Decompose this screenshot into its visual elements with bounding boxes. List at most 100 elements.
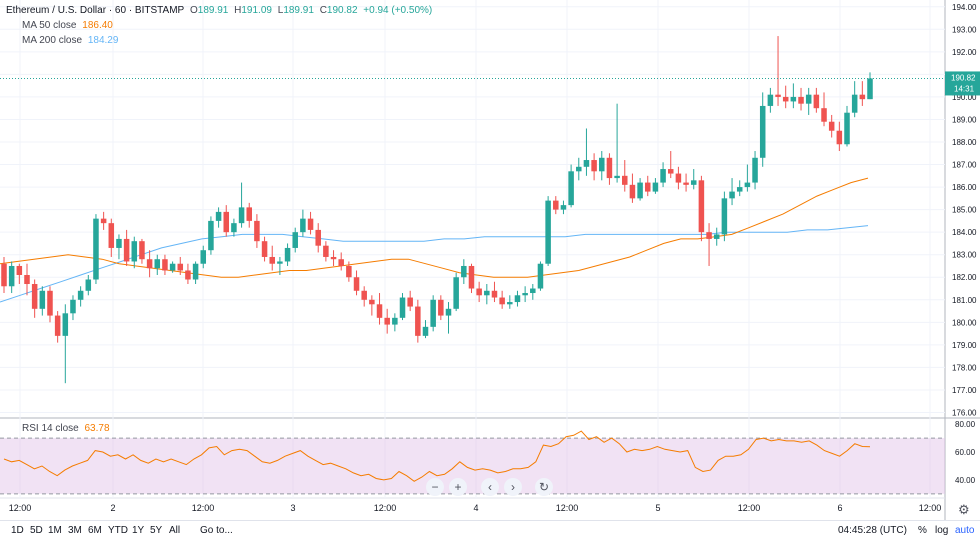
candle-body — [752, 157, 758, 183]
candle — [522, 286, 528, 303]
candle — [284, 243, 291, 266]
zoom-in-button[interactable]: + — [449, 478, 467, 496]
price-tick-label: 188.00 — [952, 138, 977, 147]
ma200-legend[interactable]: MA 200 close 184.29 — [22, 35, 121, 46]
candle-body — [438, 299, 444, 316]
utc-clock[interactable]: 04:45:28 (UTC) — [838, 525, 907, 536]
range-1y-button[interactable]: 1Y — [132, 525, 145, 536]
candle — [369, 295, 375, 316]
candle-body — [131, 241, 138, 262]
candle-body — [292, 232, 298, 248]
candle — [116, 234, 122, 260]
candle — [667, 151, 674, 179]
percent-scale-toggle[interactable]: % — [918, 525, 927, 536]
candle — [553, 196, 559, 215]
rsi-tick-label: 40.00 — [955, 476, 976, 485]
candle — [453, 272, 459, 312]
range-5d-button[interactable]: 5D — [30, 525, 43, 536]
candle-body — [736, 187, 743, 192]
ma200-value: 184.29 — [87, 35, 119, 46]
zoom-out-button[interactable]: − — [426, 478, 444, 496]
countdown-label: 14:31 — [954, 84, 975, 93]
candle — [805, 87, 812, 115]
open-label: O — [189, 5, 198, 16]
candle-body — [54, 315, 61, 336]
rsi-line — [3, 430, 871, 482]
candle-body — [522, 293, 528, 296]
rsi-value: 63.78 — [84, 423, 110, 434]
candle-body — [744, 182, 751, 188]
candle — [185, 263, 191, 285]
candle — [445, 302, 452, 334]
candle-body — [139, 241, 145, 260]
reset-chart-button[interactable]: ↻ — [535, 478, 553, 496]
candle-body — [576, 166, 582, 172]
low-value: 189.91 — [283, 5, 314, 16]
candle — [576, 157, 582, 181]
last-price-label: 190.82 — [951, 73, 976, 82]
candle-body — [606, 157, 613, 179]
candle — [376, 293, 383, 325]
range-5y-button[interactable]: 5Y — [150, 525, 163, 536]
candle-body — [468, 265, 475, 289]
goto-button[interactable]: Go to... — [200, 525, 233, 536]
candle-body — [683, 182, 689, 185]
price-tick-label: 176.00 — [952, 408, 977, 417]
range-3m-button[interactable]: 3M — [68, 525, 82, 536]
time-tick-label: 4 — [473, 503, 478, 513]
candle-body — [591, 160, 597, 172]
candle — [177, 256, 184, 275]
candle — [491, 281, 498, 303]
candle-body — [729, 191, 735, 199]
candle — [568, 164, 574, 208]
candle-body — [867, 78, 873, 100]
candle — [77, 286, 84, 307]
candle — [775, 36, 781, 106]
candle — [606, 153, 613, 185]
range-1d-button[interactable]: 1D — [11, 525, 24, 536]
close-value: 190.82 — [326, 5, 358, 16]
candle-body — [507, 302, 513, 305]
price-tick-label: 186.00 — [952, 183, 977, 192]
candle — [859, 81, 866, 106]
candle-body — [690, 180, 697, 185]
auto-scale-toggle[interactable]: auto — [955, 525, 975, 536]
gear-icon[interactable]: ⚙ — [958, 502, 970, 517]
candle-body — [499, 297, 505, 305]
range-ytd-button[interactable]: YTD — [108, 525, 128, 536]
candle-body — [484, 290, 490, 296]
range-6m-button[interactable]: 6M — [88, 525, 102, 536]
candle-body — [169, 263, 176, 271]
candle-body — [108, 223, 115, 248]
scroll-left-button[interactable]: ‹ — [481, 478, 499, 496]
candle — [292, 227, 298, 253]
time-tick-label: 2 — [110, 503, 115, 513]
candle-body — [93, 218, 99, 280]
candle — [591, 153, 597, 181]
candle — [867, 72, 873, 100]
candle-body — [330, 256, 337, 260]
scroll-right-button[interactable]: › — [504, 478, 522, 496]
candle — [813, 87, 820, 113]
ma50-legend[interactable]: MA 50 close 186.40 — [22, 20, 116, 31]
candle-body — [208, 220, 214, 251]
price-tick-label: 178.00 — [952, 363, 977, 372]
candle — [690, 169, 697, 190]
price-tick-label: 185.00 — [952, 206, 977, 215]
symbol-title[interactable]: Ethereum / U.S. Dollar · 60 · BITSTAMP — [6, 5, 185, 16]
candle — [146, 250, 153, 278]
time-tick-label: 12:00 — [374, 503, 397, 513]
range-1m-button[interactable]: 1M — [48, 525, 62, 536]
candle — [461, 259, 467, 285]
rsi-legend[interactable]: RSI 14 close 63.78 — [22, 423, 113, 434]
candle — [660, 162, 666, 188]
candle-body — [836, 130, 843, 145]
candle — [392, 313, 398, 332]
log-scale-toggle[interactable]: log — [935, 525, 949, 536]
candle — [231, 218, 237, 237]
candle — [736, 180, 743, 197]
candle — [384, 308, 390, 334]
candle-body — [177, 263, 184, 271]
range-all-button[interactable]: All — [169, 525, 181, 536]
